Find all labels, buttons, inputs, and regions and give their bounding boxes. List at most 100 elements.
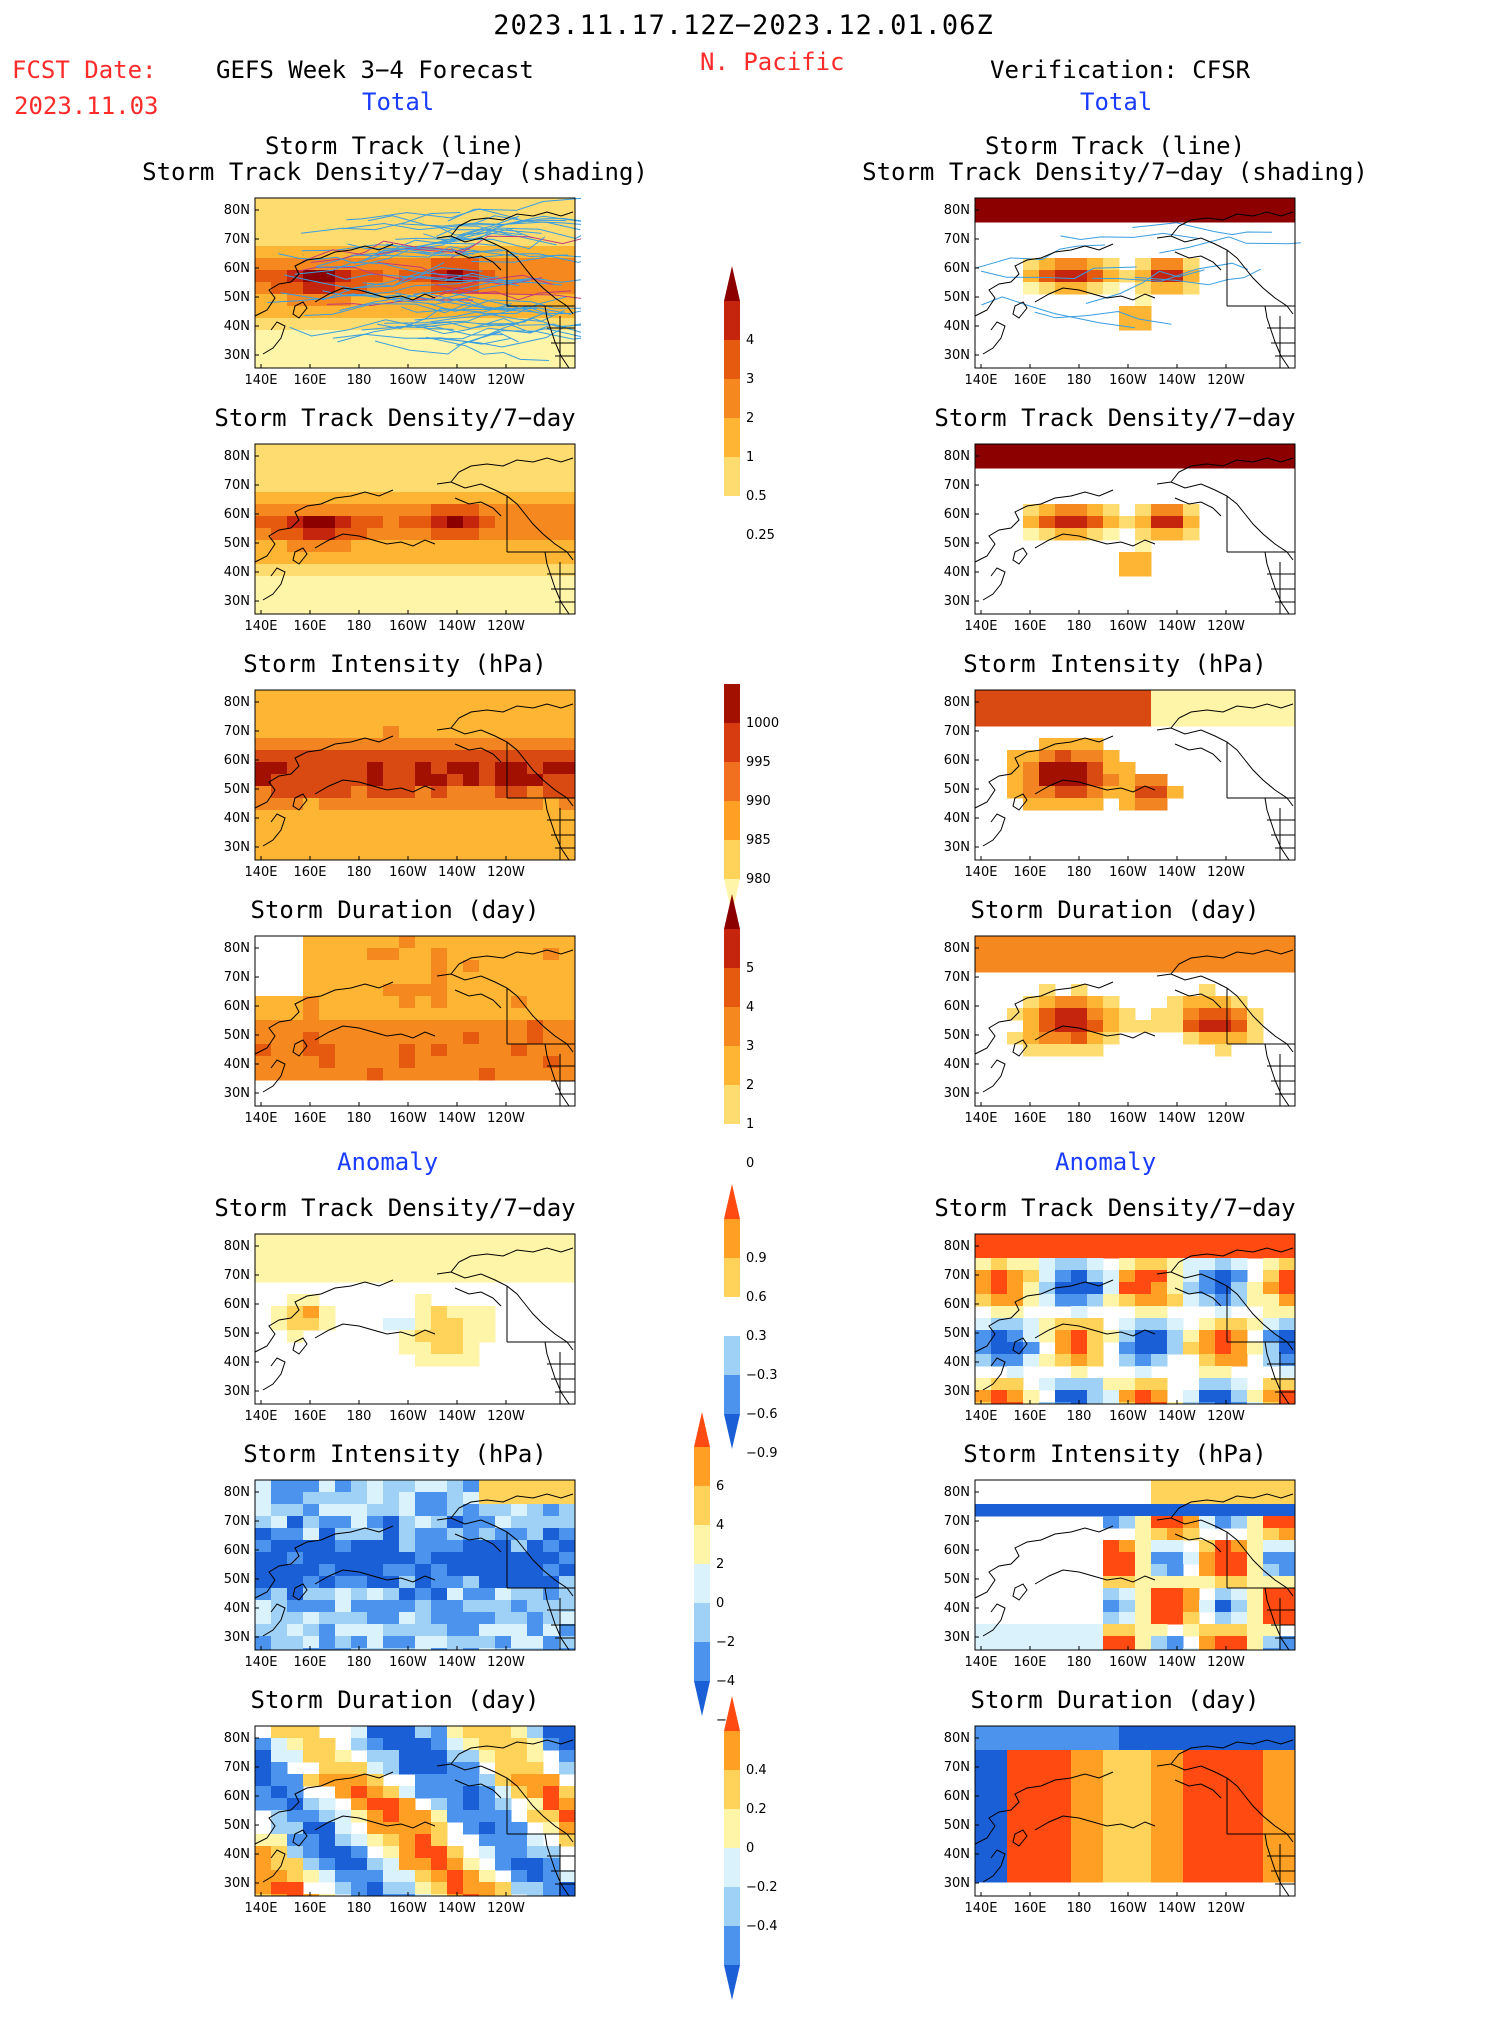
shading-cell [335,948,352,961]
shading-cell [255,258,272,271]
shading-cell [479,936,496,949]
shading-cell [255,1870,272,1883]
shading-cell [543,354,560,367]
shading-cell [399,234,416,247]
shading-cell [1119,1846,1136,1859]
shading-cell [447,456,464,469]
shading-cell [1087,786,1104,799]
shading-cell [1103,936,1120,949]
shading-cell [303,1636,320,1649]
shading-cell [351,1738,368,1751]
shading-cell [1231,456,1248,469]
shading-cell [287,468,304,481]
shading-cell [1135,516,1152,529]
shading-cell [511,444,528,457]
map-panel-obs-density: 80N 70N 60N 50N 40N 30N 140E 160E 180 160W 140W 120… [935,442,1301,642]
shading-cell [1167,210,1184,223]
shading-cell [527,612,544,615]
shading-cell [255,222,272,235]
shading-cell [463,1354,480,1367]
shading-cell [431,366,448,369]
shading-cell [383,492,400,505]
shading-cell [319,948,336,961]
shading-cell [1167,198,1184,211]
shading-cell [975,1870,992,1883]
shading-cell [1023,750,1040,763]
shading-cell [1183,1858,1200,1871]
shading-cell [287,1738,304,1751]
shading-cell [1151,444,1168,457]
shading-cell [1039,1246,1056,1259]
shading-cell [1263,1246,1280,1259]
shading-cell [975,1726,992,1739]
shading-cell [1199,1354,1216,1367]
shading-cell [303,690,320,703]
shading-cell [1055,1648,1072,1651]
shading-cell [271,1810,288,1823]
lat-tick-label: 70N [224,970,250,985]
shading-cell [415,1810,432,1823]
shading-cell [1039,984,1056,997]
colorbar-tick-label: 4 [716,1518,724,1533]
shading-cell [271,1318,288,1331]
shading-cell [511,576,528,589]
shading-cell [1167,1234,1184,1247]
shading-cell [479,516,496,529]
shading-cell [447,1810,464,1823]
shading-cell [399,798,416,811]
shading-cell [1119,1282,1136,1295]
shading-cell [1215,444,1232,457]
colorbar-bottom-arrow [724,1414,740,1449]
shading-cell [543,1870,560,1883]
storm-track-line [450,235,590,259]
shading-cell [495,726,512,739]
shading-cell [559,786,576,799]
shading-cell [1039,714,1056,727]
lat-tick-label: 40N [224,1847,250,1862]
shading-cell [1231,1270,1248,1283]
shading-cell [271,1870,288,1883]
shading-cell [1135,1648,1152,1651]
shading-cell [1279,936,1296,949]
shading-cell [495,1032,512,1045]
shading-cell [1199,1480,1216,1493]
shading-cell [463,1894,480,1897]
shading-cell [447,762,464,775]
shading-cell [1071,444,1088,457]
shading-cell [1263,1870,1280,1883]
shading-cell [1199,1738,1216,1751]
shading-cell [1103,1786,1120,1799]
shading-cell [367,1044,384,1057]
shading-cell [527,1648,544,1651]
shading-cell [415,564,432,577]
shading-cell [1135,1726,1152,1739]
shading-cell [287,714,304,727]
shading-cell [1151,1342,1168,1355]
shading-cell [335,714,352,727]
lon-tick-label: 180 [1067,1901,1092,1916]
shading-cell [1183,1612,1200,1625]
shading-cell [1119,1738,1136,1751]
shading-cell [975,456,992,469]
shading-cell [1103,504,1120,517]
shading-cell [511,1822,528,1835]
shading-cell [303,1318,320,1331]
shading-cell [383,1858,400,1871]
shading-cell [287,456,304,469]
shading-cell [351,1068,368,1081]
shading-cell [463,1750,480,1763]
shading-cell [335,1008,352,1021]
shading-cell [975,1774,992,1787]
shading-cell [463,576,480,589]
shading-cell [367,738,384,751]
shading-cell [287,528,304,541]
shading-cell [1199,1378,1216,1391]
storm-track-line [302,247,470,262]
shading-cell [543,1786,560,1799]
shading-cell [335,798,352,811]
shading-cell [303,1492,320,1505]
shading-cell [1151,1738,1168,1751]
shading-cell [399,1870,416,1883]
shading-cell [479,1528,496,1541]
shading-cell [1151,960,1168,973]
